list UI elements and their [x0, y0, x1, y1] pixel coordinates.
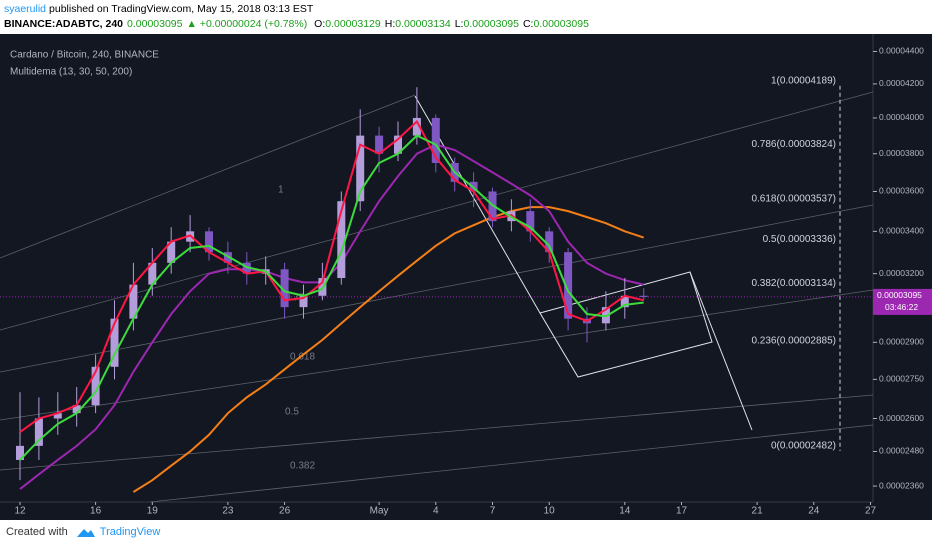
y-tick-label: 0.00002480 [879, 446, 924, 456]
fork-line [0, 91, 874, 331]
chart-title: Cardano / Bitcoin, 240, BINANCE [10, 50, 159, 61]
x-tick-label: 19 [147, 506, 159, 517]
x-tick-label: 24 [808, 506, 820, 517]
candle-body [375, 135, 384, 154]
fib-label: 0.5(0.00003336) [763, 234, 836, 245]
candle-body [526, 211, 535, 232]
x-tick-label: 12 [14, 506, 26, 517]
last: 0.00003095 [127, 18, 183, 30]
candle-body [110, 318, 119, 367]
candle-body [148, 262, 157, 285]
candle-body [337, 201, 346, 279]
y-tick-label: 0.00003600 [879, 186, 924, 196]
candle-body [72, 405, 81, 414]
pitchfork-label: 1 [278, 185, 284, 196]
brand[interactable]: TradingView [99, 526, 161, 538]
x-tick-label: 21 [752, 506, 764, 517]
candle-body [639, 295, 648, 297]
y-tick-label: 0.00002360 [879, 480, 924, 490]
y-tick-label: 0.00003800 [879, 148, 924, 158]
fib-label: 0.236(0.00002885) [751, 336, 836, 347]
y-tick-label: 0.00002600 [879, 413, 924, 423]
symbol: BINANCE:ADABTC, 240 [4, 18, 124, 30]
published: published on TradingView.com, May 15, 20… [49, 3, 314, 15]
fib-label: 1(0.00004189) [771, 75, 836, 86]
x-tick-label: 14 [619, 506, 631, 517]
logo [76, 529, 95, 537]
flag-target [689, 271, 753, 431]
y-tick-label: 0.00003200 [879, 268, 924, 278]
price-tag-label: 0.00003095 [877, 290, 922, 300]
author[interactable]: syaerulid [4, 3, 47, 15]
x-tick-label: 17 [676, 506, 688, 517]
moving-average [132, 206, 645, 493]
ohlc-value: 0.00003095 [533, 18, 589, 30]
flag [539, 271, 713, 378]
x-tick-label: 7 [490, 506, 496, 517]
y-tick-label: 0.00004000 [879, 112, 924, 122]
candle-body [431, 117, 440, 163]
candle-body [205, 231, 213, 253]
ohlc-label: C: [522, 18, 534, 30]
candle-body [394, 135, 402, 154]
x-tick-label: 10 [544, 506, 556, 517]
y-tick-label: 0.00002900 [879, 337, 924, 347]
ohlc-label: H: [384, 18, 396, 30]
pitchfork-label: 0.382 [290, 461, 315, 472]
price-tag [873, 288, 932, 315]
fib-label: 0.786(0.00003824) [751, 139, 836, 150]
x-tick-label: 4 [433, 506, 439, 517]
fork-line [149, 424, 874, 503]
candle-body [53, 413, 62, 419]
y-tick-label: 0.00003400 [879, 226, 924, 236]
candle-body [299, 295, 308, 308]
y-tick-label: 0.00004200 [879, 78, 924, 88]
fib-label: 0.382(0.00003134) [751, 278, 836, 289]
candle-body [34, 418, 43, 446]
fork-line [0, 204, 874, 373]
candle-body [545, 231, 554, 253]
ohlc-value: 0.00003095 [463, 18, 519, 30]
candle-body [564, 252, 573, 319]
candle-body [280, 269, 289, 308]
x-tick-label: 26 [279, 506, 291, 517]
created-with: Created with [6, 526, 68, 538]
moving-average [19, 134, 644, 461]
header-line-1: syaerulid published on TradingView.com, M… [4, 3, 317, 15]
candle-body [91, 366, 100, 406]
pitchfork [0, 91, 874, 503]
change: ▲ +0.00000024 (+0.78%) [186, 18, 308, 30]
x-tick-label: 23 [222, 506, 234, 517]
header-line-2: BINANCE:ADABTC, 240 0.00003095 ▲ +0.000000… [4, 18, 593, 30]
countdown: 03:46:22 [885, 302, 918, 312]
y-tick-label: 0.00002750 [879, 374, 924, 384]
ohlc-value: 0.00003134 [395, 18, 451, 30]
x-tick-label: 16 [90, 506, 102, 517]
candle-body [167, 241, 176, 263]
x-tick-label: 27 [865, 506, 877, 517]
ohlc-value: 0.00003129 [325, 18, 381, 30]
indicator-label: Multidema (13, 30, 50, 200) [10, 67, 132, 78]
candle-body [620, 295, 629, 308]
candle-body [129, 284, 138, 319]
ohlc-label: L: [454, 18, 464, 30]
candle-body [16, 445, 24, 460]
fib-label: 0.618(0.00003537) [751, 193, 836, 204]
candle-body [412, 117, 421, 136]
pitchfork-label: 0.618 [290, 352, 315, 363]
fork-line [0, 394, 874, 471]
footer: Created with TradingView [6, 526, 160, 538]
x-tick-label: May [370, 506, 389, 517]
fork-line [0, 289, 874, 421]
fib-label: 0(0.00002482) [771, 441, 836, 452]
candle-body [356, 135, 365, 202]
fork-line [0, 94, 416, 259]
candle-body [242, 262, 251, 274]
pitchfork-label: 0.5 [285, 407, 299, 418]
moving-average [19, 119, 644, 433]
y-tick-label: 0.00004400 [879, 46, 924, 56]
ohlc-label: O: [314, 18, 326, 30]
chart: Cardano / Bitcoin, 240, BINANCE Multidem… [0, 34, 932, 520]
